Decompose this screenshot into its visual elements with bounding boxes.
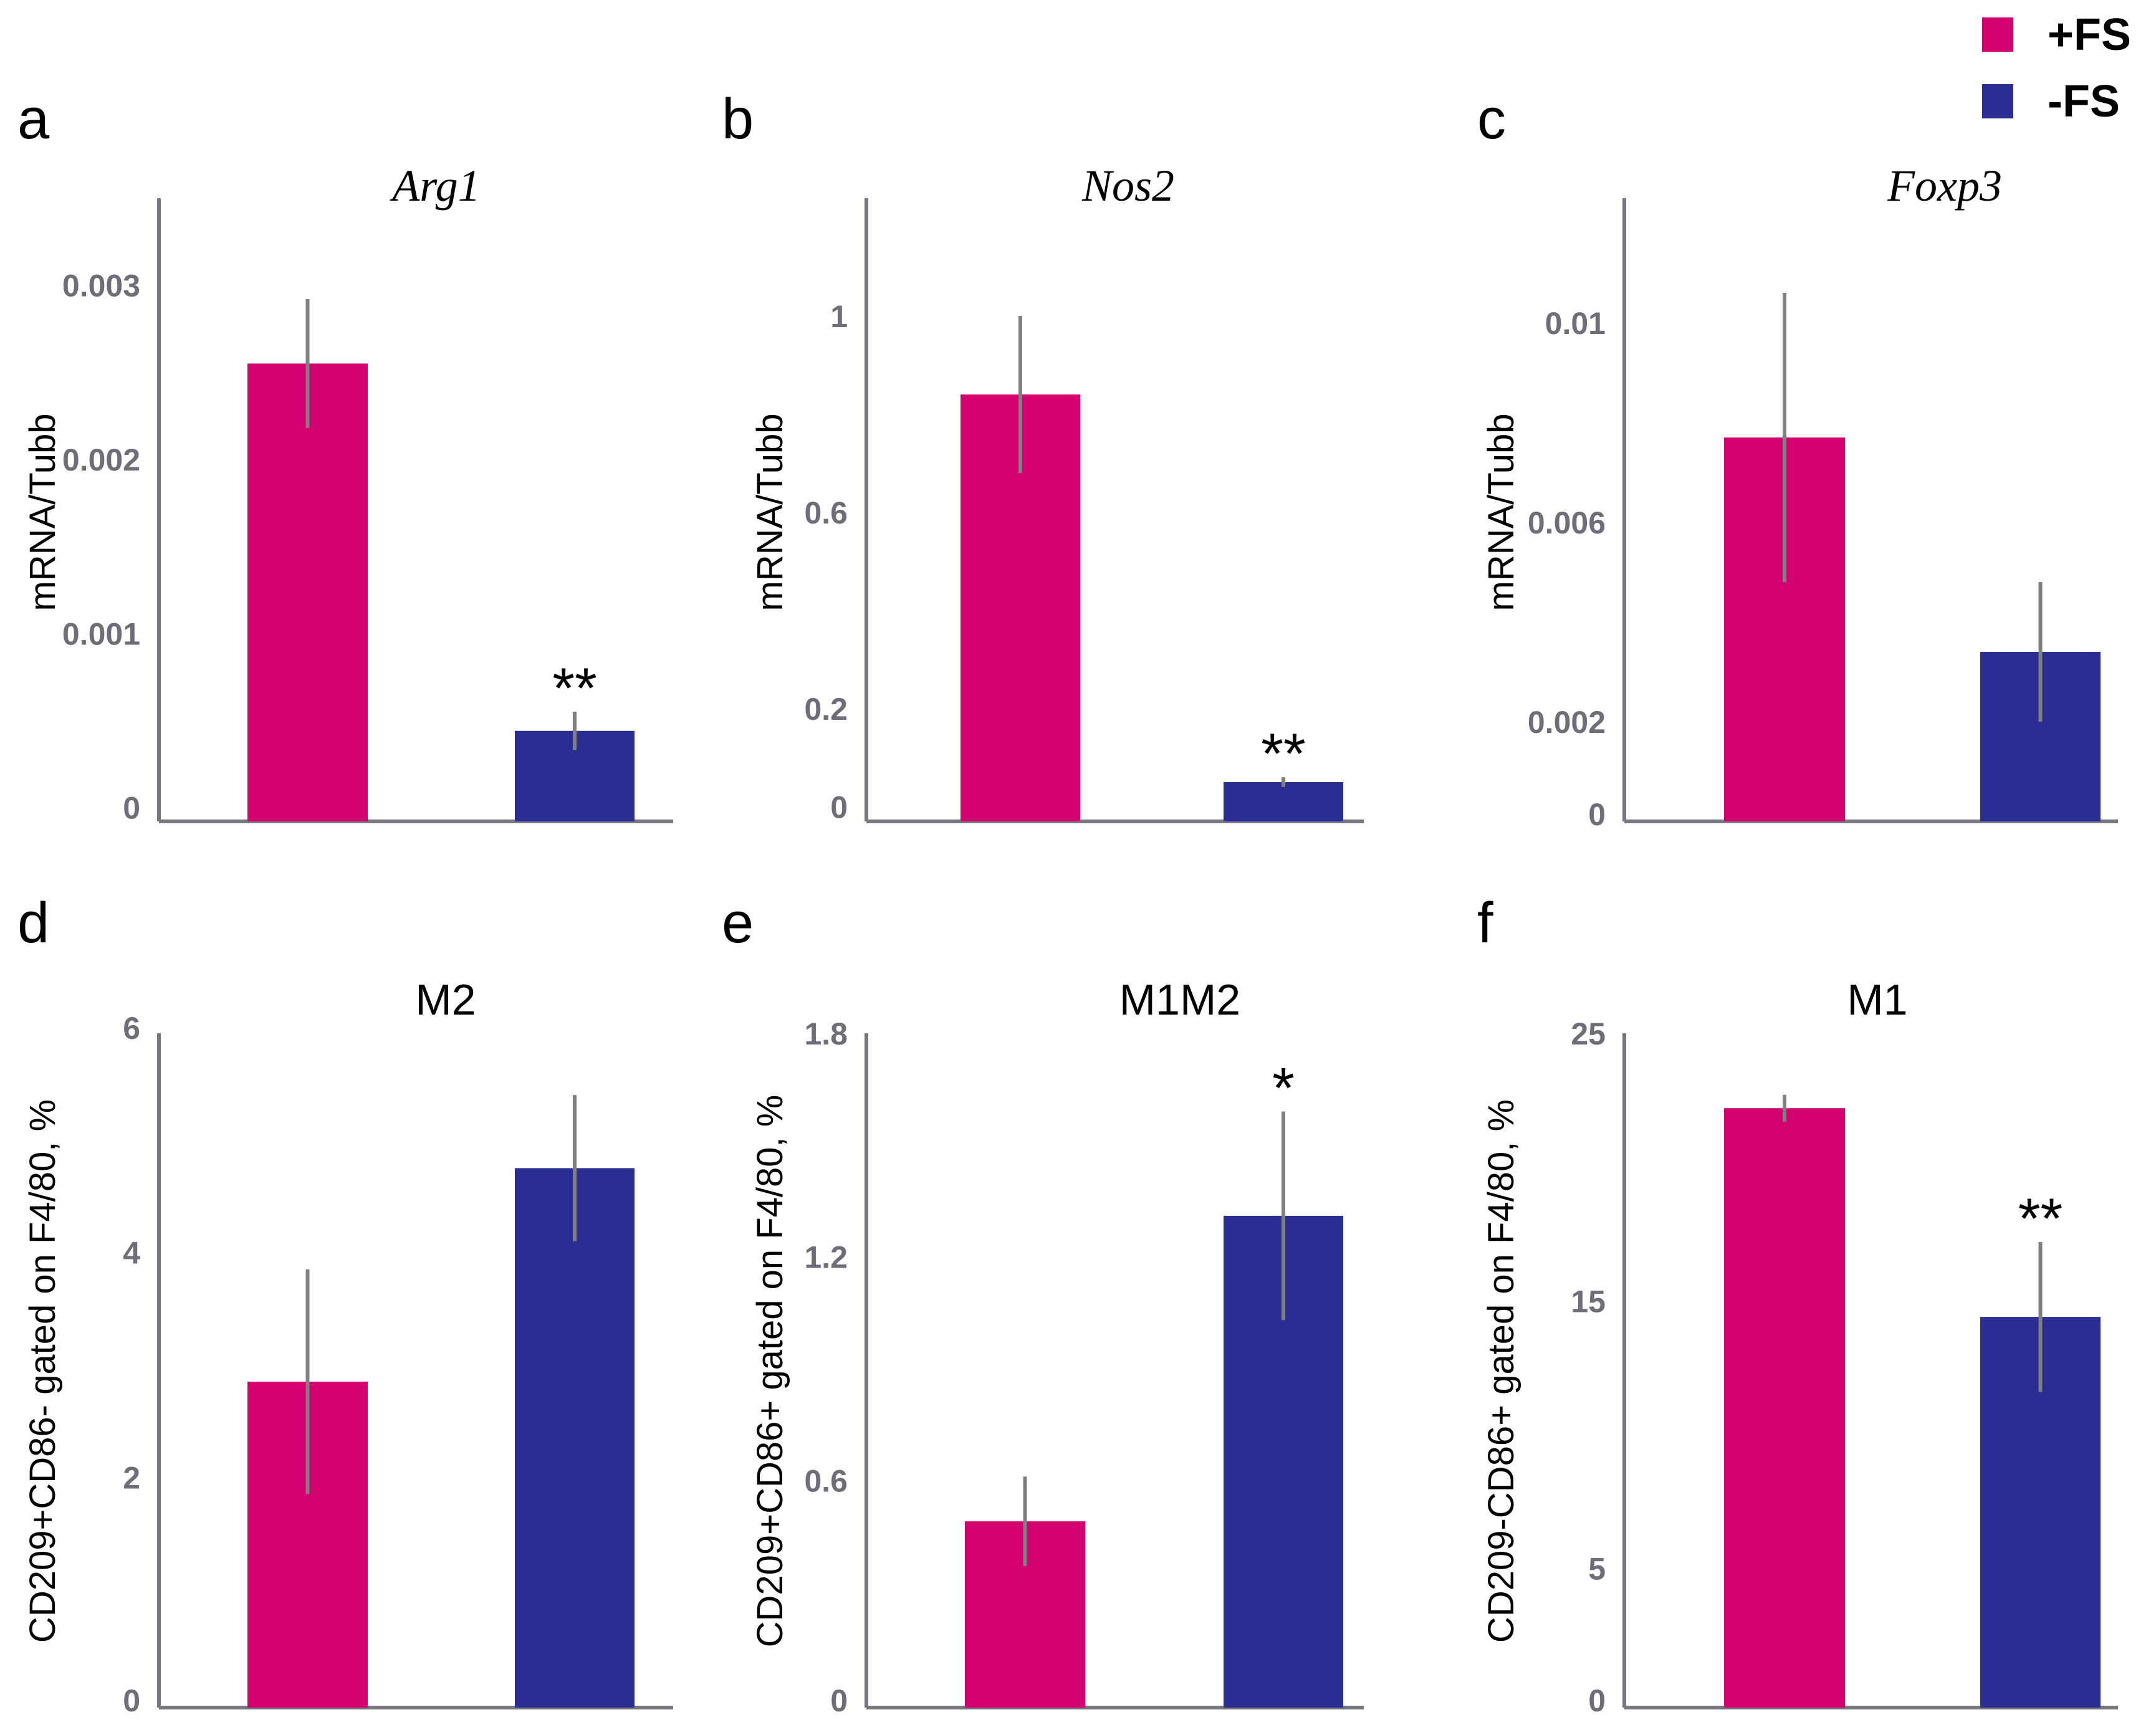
bar-minus-fs bbox=[1224, 782, 1343, 821]
y-tick-label: 1.8 bbox=[804, 1016, 848, 1051]
panel-letter: a bbox=[17, 87, 50, 151]
y-tick-label: 1 bbox=[830, 299, 848, 334]
y-axis-label: CD209+CD86+ gated on F4/80, % bbox=[750, 1095, 790, 1648]
panel-a: a Arg1 mRNA/Tubb 0 0.001 0.002 0.003 ** bbox=[17, 87, 673, 826]
y-tick-label: 0 bbox=[1588, 797, 1606, 832]
y-tick-label: 4 bbox=[123, 1236, 140, 1271]
y-tick-label: 25 bbox=[1571, 1016, 1606, 1051]
panel-b: b Nos2 mRNA/Tubb 0 0.2 0.6 1 ** bbox=[722, 87, 1364, 824]
y-axis-label: mRNA/Tubb bbox=[22, 414, 63, 611]
significance-marker: ** bbox=[1261, 722, 1306, 786]
y-tick-label: 0.002 bbox=[1528, 705, 1606, 740]
panel-e: e M1M2 CD209+CD86+ gated on F4/80, % 0 0.6 1.… bbox=[722, 891, 1364, 1718]
y-tick-label: 0.2 bbox=[804, 692, 848, 727]
y-tick-label: 2 bbox=[123, 1460, 140, 1495]
chart-title: M1 bbox=[1847, 975, 1907, 1024]
legend-label: +FS bbox=[2048, 10, 2131, 60]
y-tick-label: 5 bbox=[1588, 1552, 1606, 1587]
y-axis-label: CD209+CD86- gated on F4/80, % bbox=[22, 1099, 63, 1643]
chart-title: Arg1 bbox=[390, 161, 480, 211]
chart-title: M2 bbox=[415, 975, 476, 1024]
y-axis-label: CD209-CD86+ gated on F4/80, % bbox=[1481, 1099, 1521, 1643]
y-tick-label: 0.001 bbox=[62, 616, 140, 651]
y-tick-label: 0 bbox=[123, 791, 140, 826]
panels: a Arg1 mRNA/Tubb 0 0.001 0.002 0.003 ** b Nos2 mRN… bbox=[17, 87, 2118, 1718]
panel-f: f M1 CD209-CD86+ gated on F4/80, % 0 5 15 25 ** bbox=[1477, 891, 2118, 1718]
y-tick-label: 0 bbox=[123, 1683, 140, 1718]
y-tick-label: 6 bbox=[123, 1011, 140, 1046]
y-tick-label: 0 bbox=[1588, 1683, 1606, 1718]
chart-title: Nos2 bbox=[1081, 161, 1174, 211]
significance-marker: ** bbox=[2018, 1187, 2063, 1251]
bar-plus-fs bbox=[247, 363, 368, 821]
y-tick-label: 0.006 bbox=[1528, 505, 1606, 540]
y-tick-label: 0 bbox=[830, 1683, 848, 1718]
legend-swatch bbox=[1982, 84, 2013, 118]
y-tick-label: 0.002 bbox=[62, 442, 140, 477]
legend-swatch bbox=[1982, 17, 2013, 52]
panel-letter: e bbox=[722, 891, 754, 955]
significance-marker: * bbox=[1272, 1057, 1295, 1121]
y-tick-label: 0.6 bbox=[804, 495, 848, 530]
legend-label: -FS bbox=[2048, 77, 2120, 127]
chart-title: M1M2 bbox=[1119, 975, 1240, 1024]
y-tick-label: 1.2 bbox=[804, 1240, 848, 1275]
panel-letter: f bbox=[1477, 891, 1493, 955]
panel-d: d M2 CD209+CD86- gated on F4/80, % 0 2 4 6 bbox=[17, 891, 673, 1718]
y-tick-label: 0.01 bbox=[1545, 306, 1606, 341]
y-tick-label: 15 bbox=[1571, 1284, 1606, 1319]
panel-letter: b bbox=[722, 87, 754, 151]
legend: +FS -FS bbox=[1982, 10, 2131, 127]
y-tick-label: 0 bbox=[830, 790, 848, 824]
y-tick-label: 0.003 bbox=[62, 269, 140, 304]
panel-c: c Foxp3 mRNA/Tubb 0 0.002 0.006 0.01 bbox=[1477, 87, 2118, 832]
significance-marker: ** bbox=[552, 657, 597, 720]
bar-minus-fs bbox=[515, 1168, 635, 1708]
panel-letter: c bbox=[1477, 87, 1506, 151]
chart-title: Foxp3 bbox=[1887, 161, 2002, 211]
panel-letter: d bbox=[17, 891, 49, 955]
bar-plus-fs bbox=[1724, 1108, 1845, 1708]
y-axis-label: mRNA/Tubb bbox=[750, 414, 790, 611]
y-tick-label: 0.6 bbox=[804, 1463, 848, 1498]
y-axis-label: mRNA/Tubb bbox=[1481, 414, 1521, 611]
